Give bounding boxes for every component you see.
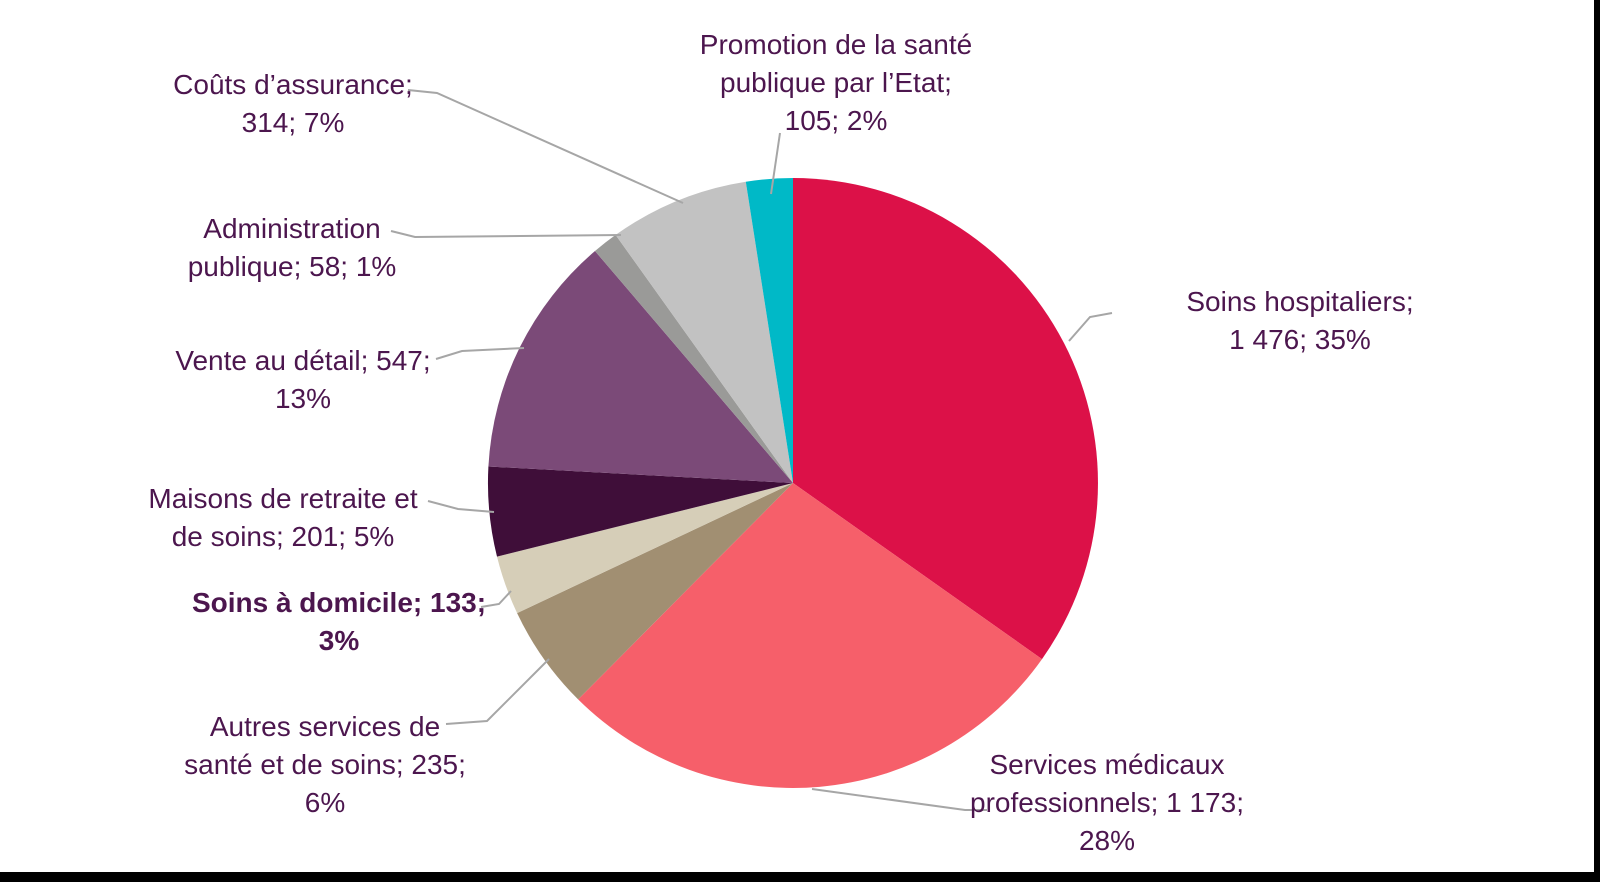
leader-line-4 [427, 500, 495, 513]
pie-label-promotion-sante: Promotion de la santé publique par l’Eta… [699, 29, 973, 136]
pie-label-maisons-de-retraite: Maisons de retraite et de soins; 201; 5% [148, 483, 418, 552]
pie-slice-5 [488, 251, 793, 483]
leader-line-7 [407, 89, 684, 204]
pie-label-vente-au-detail: Vente au détail; 547; 13% [175, 345, 431, 414]
pie-label-administration-publique: Administration publique; 58; 1% [187, 213, 397, 282]
pie-slice-6 [595, 234, 793, 483]
pie-slice-1 [578, 483, 1042, 788]
leader-line-2 [445, 658, 550, 725]
pie-slice-7 [615, 181, 793, 483]
pie-label-services-medicaux: Services médicaux professionnels; 1 173;… [970, 749, 1244, 856]
pie-slice-4 [487, 466, 793, 557]
leader-line-8 [770, 132, 781, 195]
screenshot-bottom-border [0, 872, 1600, 882]
pie-slice-3 [497, 483, 793, 614]
pie-label-soins-hospitaliers: Soins hospitaliers; 1 476; 35% [1186, 286, 1414, 355]
leader-line-1 [811, 788, 987, 811]
pie-slice-0 [793, 178, 1098, 660]
leader-line-3 [480, 590, 512, 608]
leader-lines-group [390, 89, 1113, 811]
leader-line-0 [1068, 312, 1113, 342]
leader-line-5 [435, 347, 525, 360]
pie-label-autres-services: Autres services de santé et de soins; 23… [184, 711, 466, 818]
pie-slice-2 [517, 483, 793, 700]
pie-slices-group [487, 178, 1098, 788]
pie-slice-8 [745, 178, 793, 483]
screenshot-right-border [1594, 0, 1600, 882]
pie-label-soins-a-domicile: Soins à domicile; 133; 3% [191, 587, 487, 656]
pie-label-couts-assurance: Coûts d’assurance; 314; 7% [173, 69, 413, 138]
leader-line-6 [390, 230, 622, 239]
